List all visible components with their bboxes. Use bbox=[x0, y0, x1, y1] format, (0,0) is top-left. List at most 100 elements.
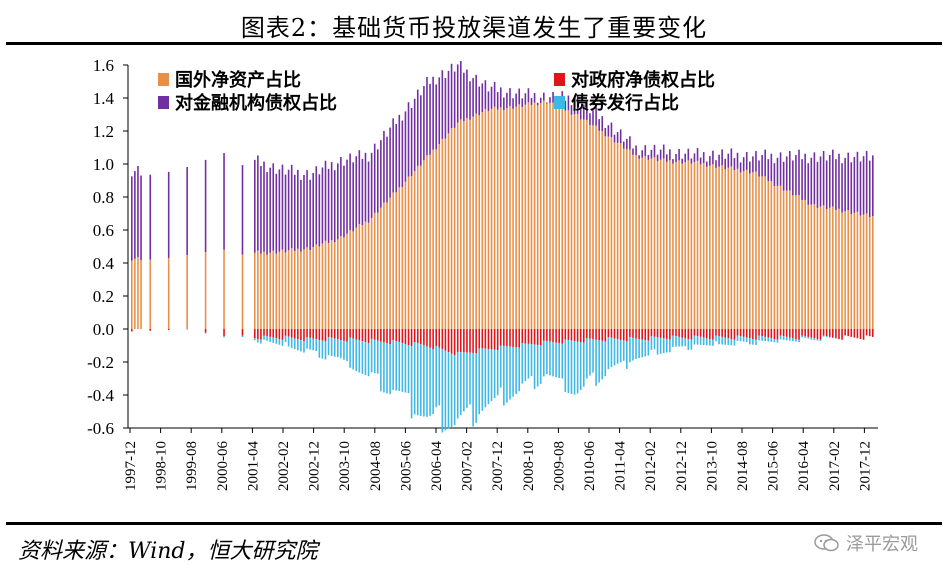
y-tick-label: 0.4 bbox=[93, 254, 115, 273]
bar-foreign bbox=[475, 113, 477, 329]
bar-government bbox=[503, 329, 505, 346]
bar-bonds bbox=[444, 350, 447, 431]
bar-bonds bbox=[321, 340, 324, 359]
bar-financial bbox=[613, 134, 616, 143]
bar-financial bbox=[702, 152, 705, 164]
bar-bonds bbox=[678, 336, 680, 347]
bar-government bbox=[586, 329, 588, 339]
bar-foreign bbox=[838, 208, 840, 329]
bar-government bbox=[327, 329, 330, 338]
bar-foreign bbox=[776, 185, 779, 329]
legend-item-financial: 对金融机构债权占比 bbox=[158, 89, 337, 115]
bar-bonds bbox=[702, 337, 705, 346]
bar-financial bbox=[724, 158, 727, 169]
bar-foreign bbox=[653, 157, 656, 329]
bar-bonds bbox=[828, 336, 831, 338]
bar-foreign bbox=[573, 114, 576, 329]
bar-financial bbox=[782, 161, 785, 191]
bar-bonds bbox=[604, 341, 607, 377]
bar-foreign bbox=[484, 108, 487, 329]
bar-financial bbox=[503, 97, 505, 111]
bar-financial bbox=[321, 167, 324, 244]
bar-government bbox=[579, 329, 582, 343]
bar-financial bbox=[696, 148, 699, 161]
bar-foreign bbox=[438, 144, 441, 329]
bar-financial bbox=[459, 61, 462, 120]
bar-bonds bbox=[463, 352, 465, 412]
bar-government bbox=[832, 329, 834, 338]
bar-bonds bbox=[749, 338, 751, 345]
bar-bonds bbox=[641, 339, 643, 358]
bar-government bbox=[392, 329, 394, 341]
bar-government bbox=[850, 329, 853, 337]
bar-government bbox=[333, 329, 336, 339]
bar-financial bbox=[573, 99, 576, 115]
bar-government bbox=[481, 329, 484, 349]
bar-bonds bbox=[413, 342, 416, 415]
bar-government bbox=[629, 329, 631, 338]
bar-government bbox=[825, 329, 828, 337]
bar-bonds bbox=[742, 336, 745, 342]
bar-foreign bbox=[835, 210, 837, 329]
bar-government bbox=[819, 329, 822, 340]
bar-foreign bbox=[432, 149, 434, 329]
bar-government bbox=[712, 329, 714, 340]
bar-government bbox=[749, 329, 751, 339]
bar-financial bbox=[281, 164, 284, 250]
bar-financial bbox=[828, 155, 831, 208]
bar-foreign bbox=[327, 242, 330, 329]
bar-financial bbox=[659, 149, 662, 160]
bar-bonds bbox=[281, 339, 284, 346]
bar-financial bbox=[429, 83, 431, 155]
bar-government bbox=[297, 329, 299, 340]
bar-financial bbox=[134, 171, 136, 259]
bar-government bbox=[770, 329, 773, 339]
bar-foreign bbox=[638, 158, 640, 329]
bar-financial bbox=[684, 153, 687, 163]
bar-government bbox=[745, 329, 748, 338]
bar-bonds bbox=[586, 338, 588, 379]
bar-foreign bbox=[466, 118, 468, 330]
bar-financial bbox=[309, 179, 311, 251]
bar-bonds bbox=[546, 341, 548, 375]
bar-government bbox=[546, 329, 548, 342]
bar-financial bbox=[601, 116, 604, 132]
bar-foreign bbox=[401, 186, 404, 329]
bar-financial bbox=[622, 141, 625, 149]
bar-bonds bbox=[324, 341, 327, 360]
bar-government bbox=[352, 329, 354, 339]
bar-government bbox=[595, 329, 597, 340]
bar-bonds bbox=[358, 340, 361, 373]
bar-financial bbox=[733, 158, 736, 171]
bar-bonds bbox=[825, 336, 828, 338]
bar-government bbox=[253, 329, 256, 339]
bar-government bbox=[659, 329, 662, 338]
bar-bonds bbox=[490, 349, 493, 402]
bar-government bbox=[718, 329, 720, 337]
bar-foreign bbox=[669, 160, 671, 329]
bar-financial bbox=[785, 156, 788, 191]
bar-government bbox=[656, 329, 659, 338]
bar-foreign bbox=[343, 237, 345, 329]
bar-foreign bbox=[373, 212, 376, 329]
bar-financial bbox=[635, 145, 637, 156]
bar-financial bbox=[533, 92, 536, 103]
bar-government bbox=[730, 329, 733, 340]
bar-bonds bbox=[527, 343, 530, 379]
bar-foreign bbox=[407, 176, 410, 329]
bar-government bbox=[287, 329, 290, 337]
bar-government bbox=[432, 329, 434, 350]
bar-bonds bbox=[416, 343, 419, 416]
bar-bonds bbox=[595, 339, 597, 386]
bar-financial bbox=[647, 154, 650, 160]
bar-financial bbox=[742, 157, 745, 172]
bar-financial bbox=[804, 153, 806, 200]
bar-bonds bbox=[705, 338, 708, 346]
bar-bonds bbox=[515, 347, 517, 394]
bar-foreign bbox=[804, 199, 806, 329]
bar-financial bbox=[487, 91, 490, 112]
bar-government bbox=[678, 329, 680, 337]
bar-government bbox=[536, 329, 539, 345]
bar-foreign bbox=[533, 102, 536, 329]
bar-bonds bbox=[810, 337, 813, 340]
